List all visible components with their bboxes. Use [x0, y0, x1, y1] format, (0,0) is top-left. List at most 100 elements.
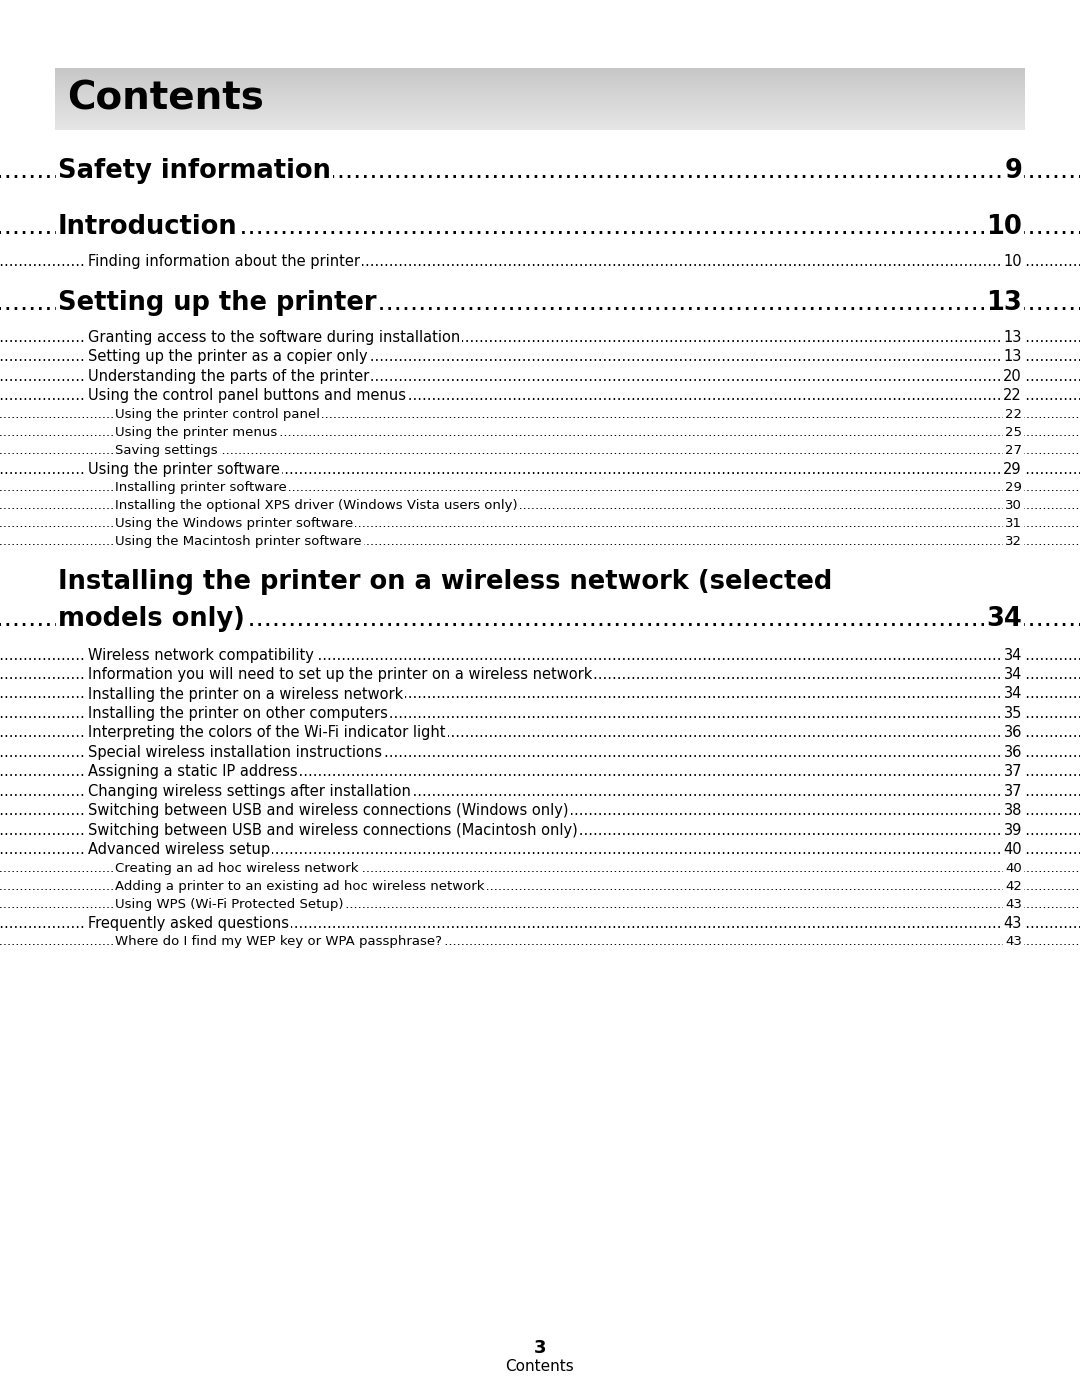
Text: 40: 40: [1005, 862, 1022, 875]
Bar: [55, 80, 1025, 81]
Text: 37: 37: [1003, 764, 1022, 780]
Text: 34: 34: [986, 605, 1022, 631]
Text: Changing wireless settings after installation: Changing wireless settings after install…: [87, 784, 410, 799]
Text: 20: 20: [1003, 369, 1022, 384]
Bar: [55, 87, 1025, 88]
Text: Installing the optional XPS driver (Windows Vista users only): Installing the optional XPS driver (Wind…: [114, 499, 517, 513]
Text: models only): models only): [58, 605, 245, 631]
Text: 42: 42: [1005, 880, 1022, 893]
Bar: [55, 126, 1025, 129]
Text: 36: 36: [1003, 745, 1022, 760]
Text: Setting up the printer: Setting up the printer: [58, 289, 377, 316]
Bar: [55, 68, 1025, 70]
Text: 29: 29: [1003, 462, 1022, 476]
Text: Using the Windows printer software: Using the Windows printer software: [114, 517, 353, 531]
Text: ................................................................................: ........................................…: [0, 880, 1080, 893]
Bar: [55, 92, 1025, 94]
Bar: [55, 115, 1025, 116]
Bar: [55, 95, 1025, 96]
Text: ................................................................................: ........................................…: [0, 535, 1080, 549]
Text: ................................................................................: ........................................…: [0, 481, 1080, 495]
Text: Installing the printer on other computers: Installing the printer on other computer…: [87, 705, 388, 721]
Bar: [55, 91, 1025, 92]
Bar: [55, 113, 1025, 115]
Bar: [55, 78, 1025, 81]
Text: ................................................................................: ........................................…: [0, 842, 1080, 856]
Text: ................................................................................: ........................................…: [0, 686, 1080, 701]
Bar: [55, 106, 1025, 109]
Text: 30: 30: [1005, 499, 1022, 513]
Text: Installing printer software: Installing printer software: [114, 481, 287, 495]
Bar: [55, 85, 1025, 87]
Text: ................................................................................: ........................................…: [0, 214, 1080, 240]
Text: ................................................................................: ........................................…: [0, 517, 1080, 531]
Bar: [55, 70, 1025, 71]
Text: 38: 38: [1003, 803, 1022, 819]
Text: ................................................................................: ........................................…: [0, 254, 1080, 270]
Text: Safety information: Safety information: [58, 158, 330, 184]
Bar: [55, 102, 1025, 103]
Text: ................................................................................: ........................................…: [0, 862, 1080, 875]
Text: 3: 3: [534, 1338, 546, 1356]
Text: Switching between USB and wireless connections (Windows only): Switching between USB and wireless conne…: [87, 803, 568, 819]
Bar: [55, 123, 1025, 124]
Text: Where do I find my WEP key or WPA passphrase?: Where do I find my WEP key or WPA passph…: [114, 935, 442, 949]
Bar: [55, 119, 1025, 120]
Text: 13: 13: [1003, 349, 1022, 365]
Text: ................................................................................: ........................................…: [0, 823, 1080, 838]
Text: ................................................................................: ........................................…: [0, 725, 1080, 740]
Text: 32: 32: [1005, 535, 1022, 549]
Bar: [55, 78, 1025, 80]
Text: ................................................................................: ........................................…: [0, 803, 1080, 819]
Text: ................................................................................: ........................................…: [0, 745, 1080, 760]
Text: ................................................................................: ........................................…: [0, 462, 1080, 476]
Text: 13: 13: [1003, 330, 1022, 345]
Bar: [55, 120, 1025, 122]
Text: 35: 35: [1003, 705, 1022, 721]
Text: ................................................................................: ........................................…: [0, 444, 1080, 457]
Text: Adding a printer to an existing ad hoc wireless network: Adding a printer to an existing ad hoc w…: [114, 880, 485, 893]
Text: ................................................................................: ........................................…: [0, 666, 1080, 682]
Text: 34: 34: [1003, 666, 1022, 682]
Text: Saving settings: Saving settings: [114, 444, 218, 457]
Text: ................................................................................: ........................................…: [0, 388, 1080, 404]
Text: ................................................................................: ........................................…: [0, 705, 1080, 721]
Text: 22: 22: [1003, 388, 1022, 404]
Text: Assigning a static IP address: Assigning a static IP address: [87, 764, 298, 780]
Text: Installing the printer on a wireless network: Installing the printer on a wireless net…: [87, 686, 403, 701]
Bar: [55, 116, 1025, 117]
Text: Switching between USB and wireless connections (Macintosh only): Switching between USB and wireless conne…: [87, 823, 578, 838]
Bar: [55, 117, 1025, 119]
Bar: [55, 124, 1025, 126]
Bar: [55, 74, 1025, 77]
Bar: [55, 99, 1025, 101]
Text: 37: 37: [1003, 784, 1022, 799]
Bar: [55, 91, 1025, 92]
Text: 10: 10: [986, 214, 1022, 240]
Bar: [55, 71, 1025, 73]
Text: 25: 25: [1005, 426, 1022, 439]
Text: Using the printer control panel: Using the printer control panel: [114, 408, 320, 420]
Text: Creating an ad hoc wireless network: Creating an ad hoc wireless network: [114, 862, 359, 875]
Text: Using the printer software: Using the printer software: [87, 462, 280, 476]
Text: 31: 31: [1005, 517, 1022, 531]
Text: 36: 36: [1003, 725, 1022, 740]
Bar: [55, 84, 1025, 85]
Text: Understanding the parts of the printer: Understanding the parts of the printer: [87, 369, 369, 384]
Bar: [55, 109, 1025, 110]
Text: ................................................................................: ........................................…: [0, 289, 1080, 316]
Bar: [55, 81, 1025, 82]
Text: Using the Macintosh printer software: Using the Macintosh printer software: [114, 535, 362, 549]
Text: ................................................................................: ........................................…: [0, 330, 1080, 345]
Bar: [55, 89, 1025, 91]
Text: 29: 29: [1005, 481, 1022, 495]
Bar: [55, 103, 1025, 105]
Text: Setting up the printer as a copier only: Setting up the printer as a copier only: [87, 349, 367, 365]
Bar: [55, 106, 1025, 108]
Bar: [55, 71, 1025, 73]
Bar: [55, 110, 1025, 112]
Bar: [55, 82, 1025, 84]
Text: ................................................................................: ........................................…: [0, 499, 1080, 513]
Text: Information you will need to set up the printer on a wireless network: Information you will need to set up the …: [87, 666, 592, 682]
Bar: [55, 77, 1025, 78]
